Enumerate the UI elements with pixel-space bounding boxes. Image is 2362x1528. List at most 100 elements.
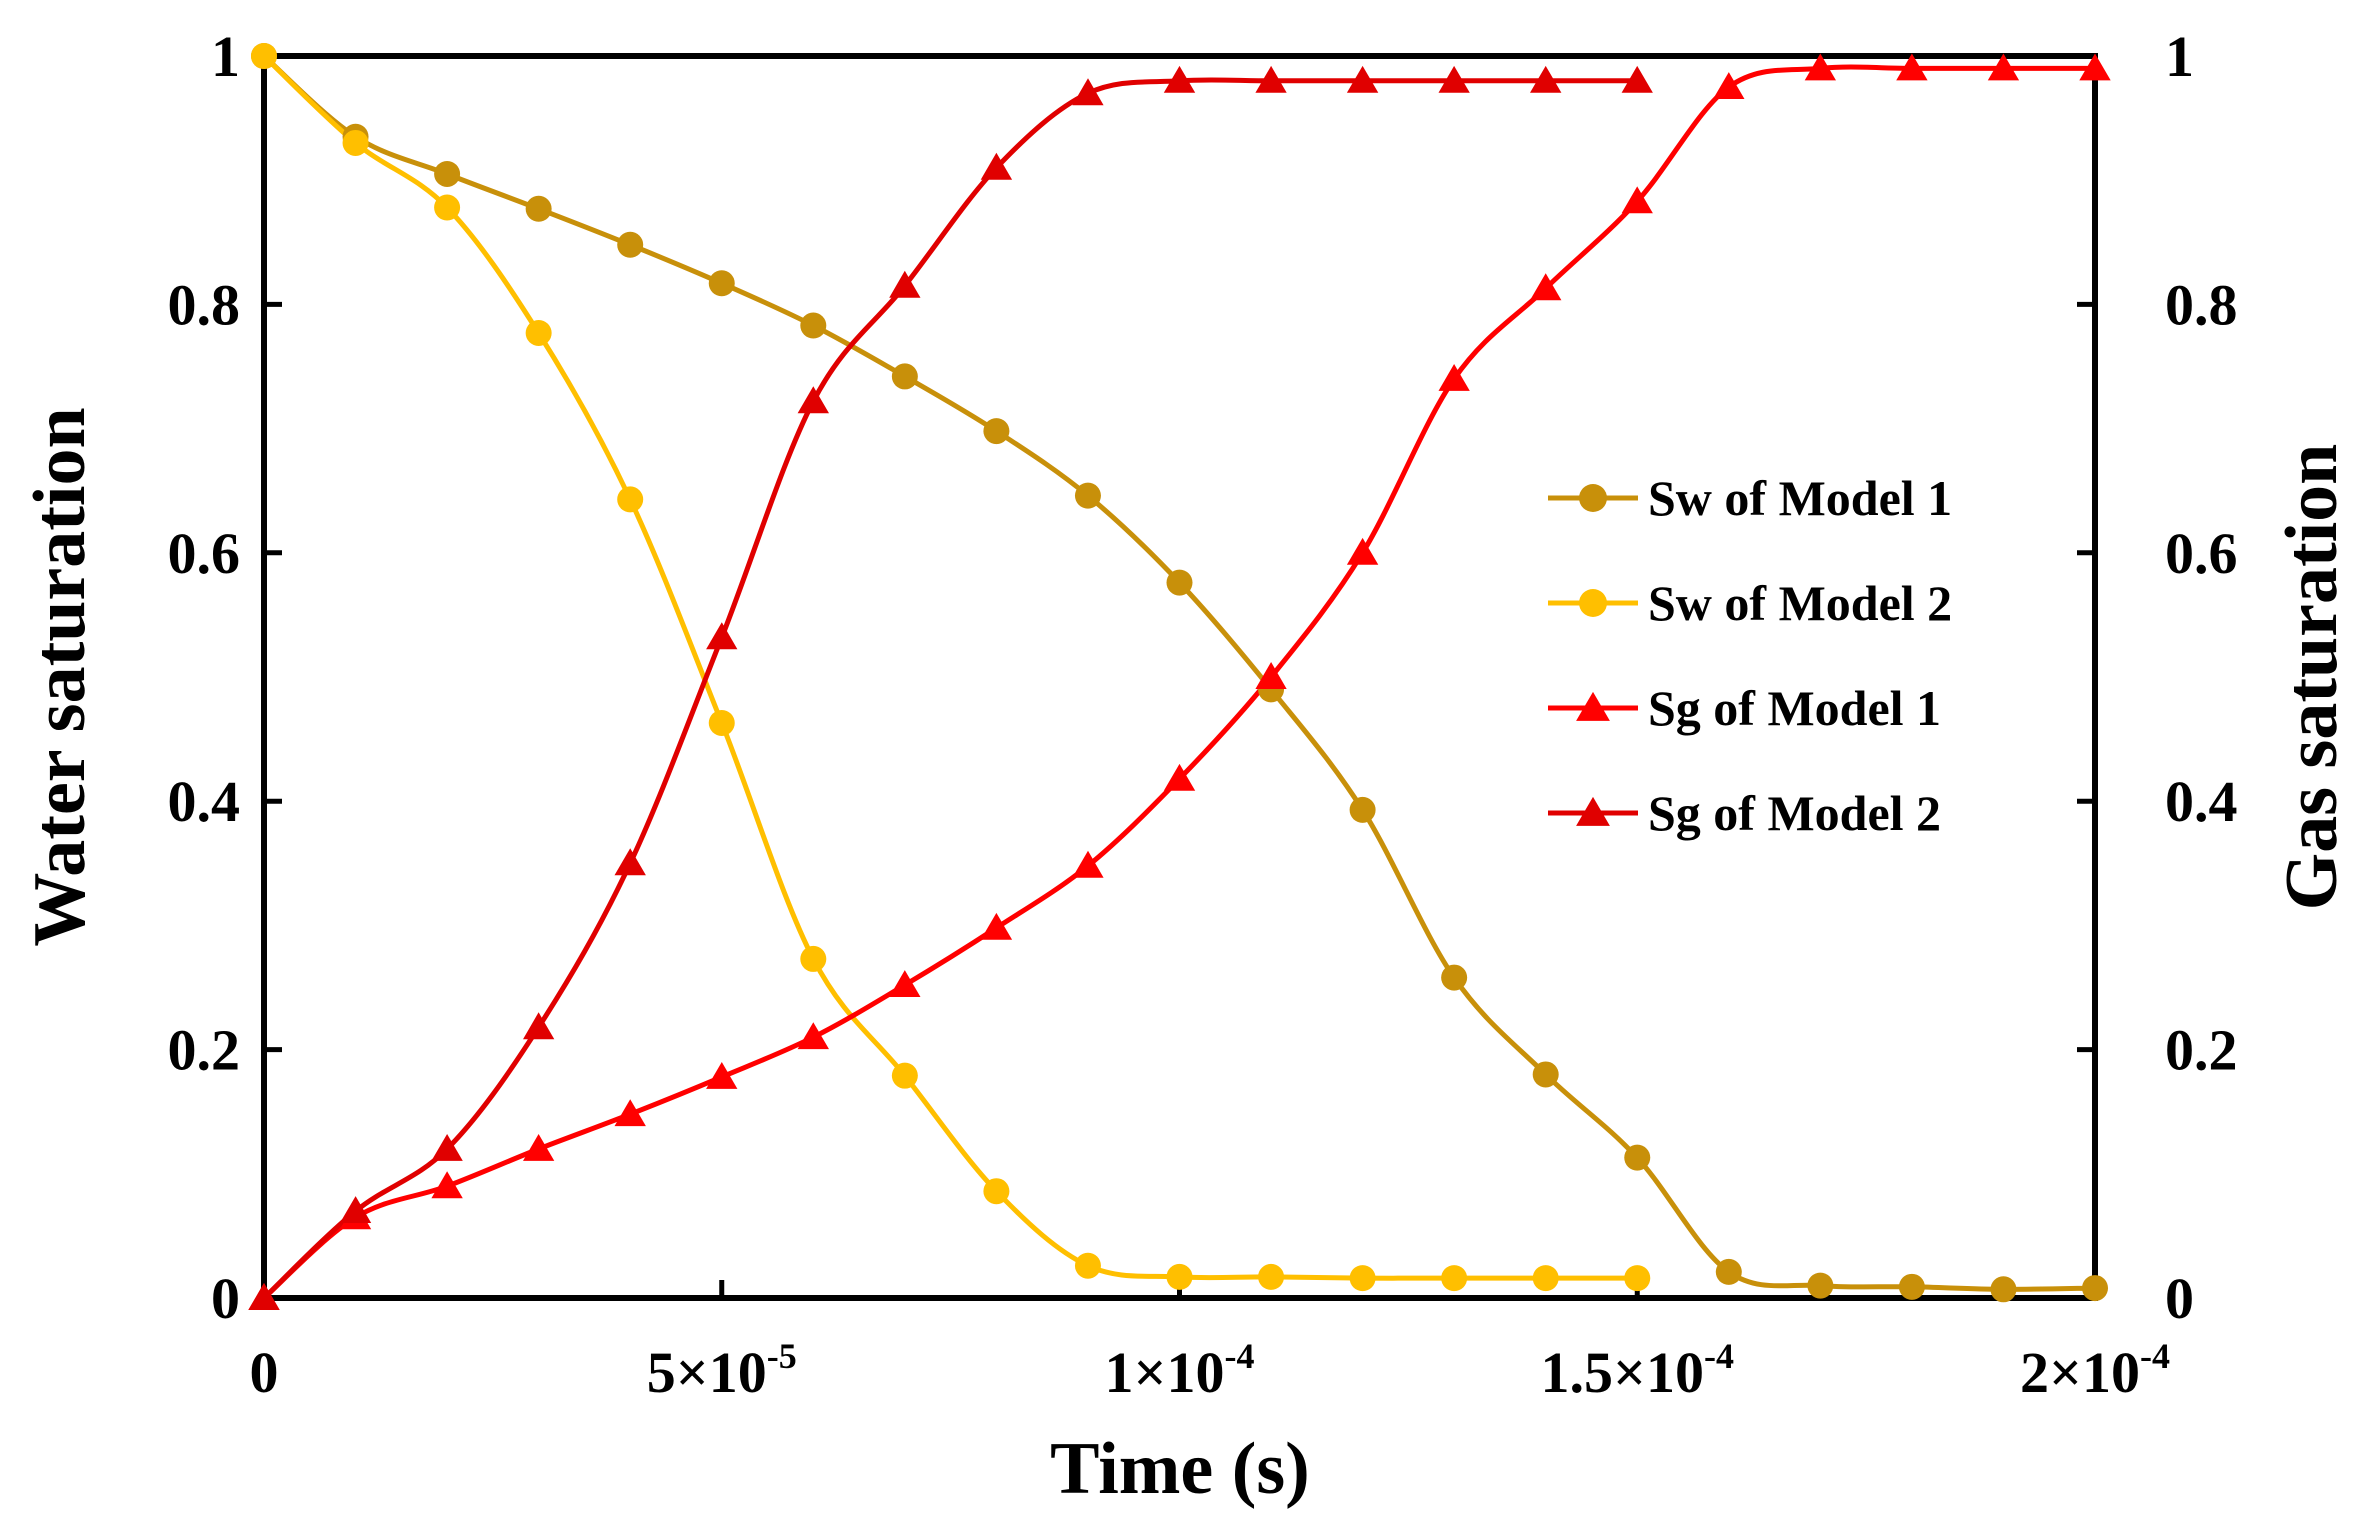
legend-label: Sg of Model 1 [1648, 680, 1941, 736]
plot-markers [248, 43, 2111, 1310]
series-2-point [1074, 1252, 1101, 1279]
series-1-point [525, 195, 552, 222]
series-line-1 [262, 54, 2096, 1292]
series-2-point [342, 129, 369, 156]
series-1-point [1441, 964, 1468, 991]
series-3-point [889, 970, 921, 997]
x-tick-label: 1.5×10-4 [1540, 1336, 1734, 1405]
y-tick-label: 1 [211, 24, 240, 89]
series-1-point [800, 312, 827, 339]
series-2-point [1258, 1263, 1285, 1290]
series-2-point [1624, 1265, 1651, 1292]
series-1-point [1349, 796, 1376, 823]
series-2-point [1441, 1265, 1468, 1292]
x-tick-label: 2×10-4 [2020, 1336, 2170, 1405]
y-tick-label: 0.6 [168, 521, 241, 586]
legend-marker [1576, 796, 1610, 826]
y2-axis-title: Gas saturation [2271, 444, 2353, 911]
y-axis-title: Water saturation [19, 407, 101, 946]
y2-tick-label: 0.2 [2165, 1018, 2238, 1083]
series-3-point [1804, 53, 1836, 81]
series-1-point [1624, 1144, 1651, 1171]
series-3-point [980, 912, 1013, 940]
series-2-point [891, 1062, 918, 1089]
series-3-point [706, 1062, 738, 1089]
series-3-point [1987, 53, 2020, 81]
series-1-point [708, 270, 735, 297]
y2-tick-label: 0.6 [2165, 521, 2238, 586]
series-1-point [1715, 1258, 1742, 1285]
series-3-point [2079, 53, 2111, 81]
series-3-point [431, 1171, 463, 1199]
legend-label: Sg of Model 2 [1648, 785, 1941, 841]
series-2-point [800, 945, 827, 972]
series-4-point [1530, 65, 1562, 93]
series-4-point [431, 1134, 463, 1161]
y2-tick-label: 0 [2165, 1266, 2194, 1331]
series-2-point [251, 43, 277, 69]
series-1-point [1532, 1061, 1559, 1088]
series-4-point [706, 622, 738, 650]
series-4-point [1621, 65, 1653, 93]
legend-marker [1579, 484, 1607, 512]
y2-tick-label: 0.4 [2165, 769, 2238, 834]
y2-tick-label: 1 [2165, 24, 2194, 89]
series-line-2 [262, 54, 1638, 1281]
series-2-point [434, 194, 461, 221]
x-axis-title: Time (s) [1050, 1428, 1310, 1510]
y-tick-label: 0 [211, 1266, 240, 1331]
series-4-point [614, 848, 646, 876]
series-2-point [617, 486, 644, 513]
series-1-point [1898, 1273, 1925, 1300]
legend-label: Sw of Model 2 [1648, 575, 1952, 631]
series-line-4 [262, 77, 1638, 1300]
series-3-point [1896, 53, 1928, 81]
y-tick-label: 0.8 [168, 272, 241, 337]
series-1-point [1807, 1272, 1834, 1299]
plot-lines [262, 54, 2096, 1300]
series-1-point [1166, 569, 1193, 596]
series-4-point [1255, 65, 1287, 93]
series-2-point [1166, 1263, 1193, 1290]
series-4-point [339, 1196, 372, 1223]
series-2-point [983, 1178, 1010, 1205]
x-tick-label: 5×10-5 [647, 1336, 797, 1405]
series-3-point [797, 1022, 829, 1050]
tick-labels: 0 00.2 0.20.4 0.40.6 0.60.8 0.81 10 5×10-5 1×10-… [168, 24, 2238, 1405]
series-2-point [525, 319, 552, 346]
series-1-point [2082, 1275, 2108, 1302]
series-4-point [523, 1012, 555, 1040]
series-2-point [1532, 1265, 1559, 1292]
series-1-point [983, 418, 1010, 445]
series-4-point [248, 1283, 280, 1310]
series-3-point [1438, 364, 1470, 391]
series-3-point [1530, 273, 1562, 301]
series-2-point [708, 709, 735, 736]
x-tick-label: 0 [250, 1340, 279, 1405]
series-3-point [1713, 72, 1745, 99]
series-3-point [1621, 186, 1653, 214]
legend-marker [1579, 589, 1607, 617]
legend-marker [1576, 691, 1610, 721]
axis-ticks [261, 53, 2098, 1301]
series-line-3 [262, 64, 2096, 1300]
y-tick-label: 0.4 [168, 769, 241, 834]
series-4-point [1163, 65, 1196, 93]
y-tick-label: 0.2 [168, 1018, 241, 1083]
series-4-point [797, 386, 829, 414]
legend-label: Sw of Model 1 [1648, 470, 1952, 526]
series-4-point [980, 152, 1013, 180]
series-3-point [614, 1099, 646, 1127]
legend: Sw of Model 1 Sw of Model 2 Sg of Model 1 S… [1548, 470, 1952, 841]
series-1-point [1990, 1276, 2017, 1303]
series-3-point [1072, 850, 1104, 878]
series-4-point [1438, 65, 1470, 93]
series-2-point [1349, 1265, 1376, 1292]
series-1-point [617, 231, 644, 258]
series-1-point [1074, 482, 1101, 509]
series-4-point [889, 270, 921, 298]
series-3-point [523, 1134, 555, 1161]
series-3-point [1346, 537, 1379, 565]
series-3-point [1255, 662, 1287, 689]
